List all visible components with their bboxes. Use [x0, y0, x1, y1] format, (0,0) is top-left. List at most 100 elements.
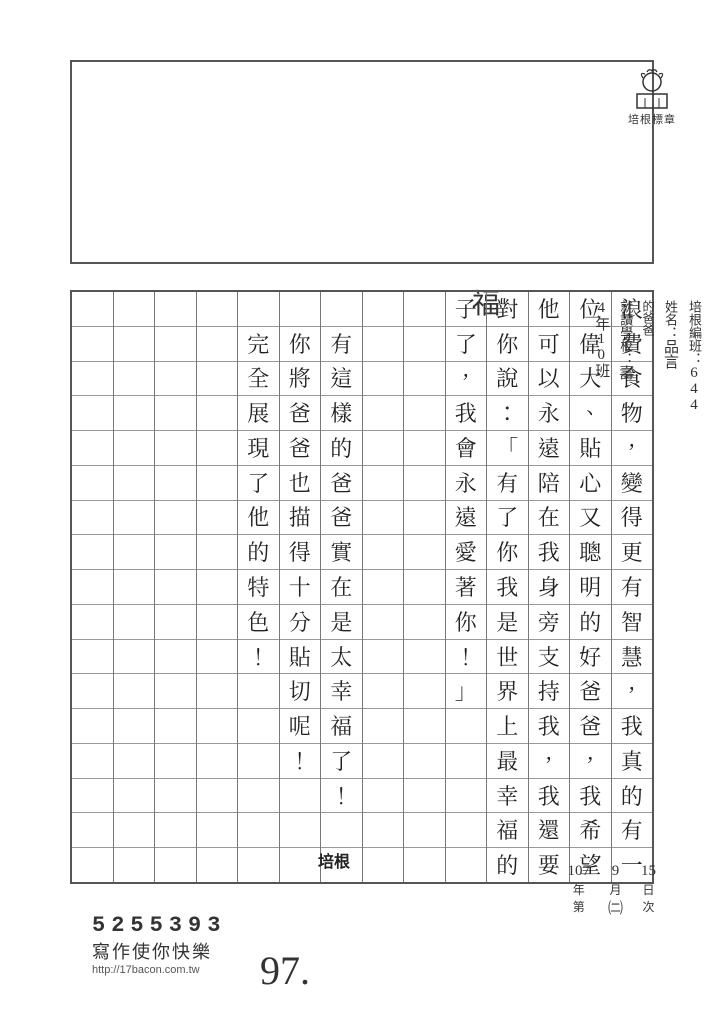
grid-cell [197, 535, 238, 570]
grid-cell [197, 709, 238, 744]
grid-cell: 的 [238, 535, 279, 570]
grid-cell [114, 779, 155, 814]
grid-cell: 持 [529, 674, 570, 709]
grid-cell [155, 292, 196, 327]
grid-cell [238, 848, 279, 882]
grid-cell [72, 744, 113, 779]
grid-cell: ！ [446, 640, 487, 675]
grid-cell: 我 [529, 779, 570, 814]
grid-cell [114, 674, 155, 709]
grid-cell: ！ [321, 779, 362, 814]
page: 福 培根標章 浪費食物，變得更有智慧，我真的有一位偉大、貼心又聰明的好爸爸，我希… [0, 0, 724, 1024]
date-month-lbl: 月 [608, 882, 623, 899]
grid-cell [114, 292, 155, 327]
grid-cell [363, 605, 404, 640]
grid-column: 完全展現了他的特色！ [237, 292, 279, 882]
grid-cell: 樣 [321, 396, 362, 431]
grid-cell [155, 501, 196, 536]
grid-cell: 界 [487, 674, 528, 709]
grid-cell [363, 779, 404, 814]
grid-cell [404, 570, 445, 605]
grid-cell: 福 [321, 709, 362, 744]
grid-cell [72, 466, 113, 501]
date-day-lbl: 日 [641, 882, 656, 899]
grid-cell [446, 779, 487, 814]
grid-cell: 說 [487, 362, 528, 397]
comment-box: 福 [70, 60, 654, 264]
grid-cell [114, 501, 155, 536]
grid-cell [238, 709, 279, 744]
grid-cell: 幸 [487, 779, 528, 814]
grid-cell [155, 570, 196, 605]
grid-cell: 爸 [321, 501, 362, 536]
grid-cell: 永 [529, 396, 570, 431]
grid-cell [363, 848, 404, 882]
grid-cell [363, 570, 404, 605]
grid-cell: 他 [529, 292, 570, 327]
slogan: 寫作使你快樂 [92, 938, 226, 964]
grid-column [154, 292, 196, 882]
grid-cell [404, 396, 445, 431]
school-label: 就讀學校： [618, 300, 633, 365]
grid-cell: 完 [238, 327, 279, 362]
grid-cell [72, 535, 113, 570]
grid-cell [72, 362, 113, 397]
grid-cell [404, 362, 445, 397]
grid-cell: ！ [238, 640, 279, 675]
grid-cell [72, 605, 113, 640]
grid-cell [155, 362, 196, 397]
grid-cell [321, 813, 362, 848]
date-year-lbl: 年 [567, 882, 590, 899]
grid-cell [155, 674, 196, 709]
serial-number: 5255393 [92, 913, 226, 938]
grid-cell: 有 [321, 327, 362, 362]
grid-cell: 」 [446, 674, 487, 709]
grid-cell: 子 [446, 292, 487, 327]
grid-cell [404, 640, 445, 675]
grid-cell [197, 779, 238, 814]
url: http://17bacon.com.tw [92, 964, 226, 976]
grid-cell [197, 396, 238, 431]
grid-cell [446, 813, 487, 848]
grid-cell [155, 327, 196, 362]
grid-cell [114, 466, 155, 501]
grid-cell: 你 [280, 327, 321, 362]
grid-cell [72, 674, 113, 709]
grid-cell [114, 709, 155, 744]
grid-cell [197, 605, 238, 640]
bacon-text-stamp: 培根 [318, 848, 350, 872]
grid-cell: 爸 [321, 466, 362, 501]
grid-cell: 實 [321, 535, 362, 570]
grid-cell [404, 605, 445, 640]
grid-cell: 福 [487, 813, 528, 848]
grid-cell [155, 535, 196, 570]
grid-cell [363, 501, 404, 536]
grid-cell [72, 813, 113, 848]
grid-cell: 我 [529, 535, 570, 570]
grid-cell [72, 640, 113, 675]
grid-cell [238, 813, 279, 848]
grid-cell [197, 570, 238, 605]
grid-cell [238, 744, 279, 779]
date-seq-val: ㈡ [608, 899, 623, 920]
grid-cell: 太 [321, 640, 362, 675]
grid-cell: ： [487, 396, 528, 431]
grid-cell [114, 570, 155, 605]
grid-cell: 遠 [446, 501, 487, 536]
grid-cell [404, 709, 445, 744]
class-value: 644 [686, 365, 702, 413]
grid-cell [238, 779, 279, 814]
grid-cell [280, 848, 321, 882]
grid-cell [404, 813, 445, 848]
grid-cell: 身 [529, 570, 570, 605]
name-label: 姓名： [663, 300, 678, 339]
grid-cell [280, 813, 321, 848]
grid-cell: 了 [487, 501, 528, 536]
grid-cell: 可 [529, 327, 570, 362]
grid-cell [155, 779, 196, 814]
grid-cell: 是 [321, 605, 362, 640]
grid-cell: 展 [238, 396, 279, 431]
grid-column [196, 292, 238, 882]
grid-cell [72, 779, 113, 814]
grid-cell [197, 674, 238, 709]
